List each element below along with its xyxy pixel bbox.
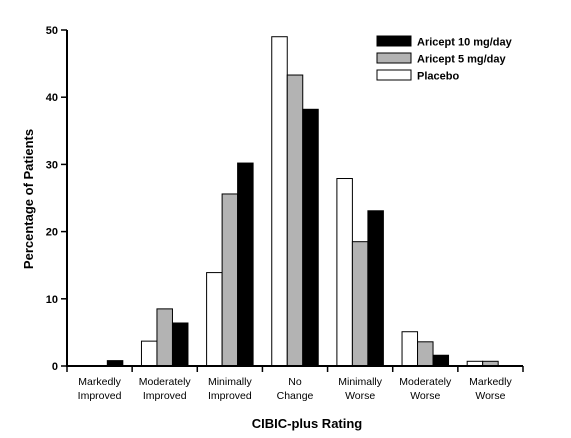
x-axis-title: CIBIC-plus Rating	[252, 416, 363, 431]
y-axis-title: Percentage of Patients	[21, 129, 36, 269]
x-category-label: Minimally	[338, 376, 383, 388]
bar	[417, 341, 434, 367]
y-tick-label: 0	[52, 361, 58, 373]
y-tick-label: 10	[46, 294, 58, 306]
bar	[286, 74, 304, 367]
x-category-label: Markedly	[469, 376, 512, 388]
x-labels-layer: Markedly Improved Moderately Improved Minima…	[66, 366, 524, 402]
x-category-label: Improved	[208, 390, 252, 402]
legend-swatch	[376, 69, 412, 81]
x-category-label: Worse	[410, 390, 440, 402]
legend-label: Aricept 10 mg/day	[417, 37, 513, 49]
x-category-label: Improved	[143, 390, 187, 402]
legend-swatch	[376, 52, 412, 64]
bar	[237, 162, 254, 367]
bars-layer	[106, 36, 499, 367]
y-tick-label: 40	[46, 92, 58, 104]
bar	[156, 308, 173, 367]
bar	[271, 36, 288, 367]
legend-swatch	[376, 35, 412, 47]
bar	[367, 210, 384, 367]
x-category-label: Moderately	[139, 376, 192, 388]
y-tick-label: 50	[46, 25, 58, 37]
x-category-label: Minimally	[208, 376, 253, 388]
bar	[206, 272, 223, 367]
x-category-label: Markedly	[78, 376, 121, 388]
x-category-label: Moderately	[399, 376, 452, 388]
y-ticks-layer: 0 10 20 30 40 50	[46, 25, 67, 373]
axes-layer	[66, 30, 523, 367]
bar	[302, 108, 319, 367]
legend-label: Placebo	[417, 71, 459, 83]
bar	[221, 193, 239, 367]
legend-label: Aricept 5 mg/day	[417, 54, 507, 66]
bar	[140, 340, 158, 367]
x-category-label: Change	[277, 390, 314, 402]
x-category-label: Improved	[78, 390, 122, 402]
x-category-label: Worse	[475, 390, 505, 402]
bar	[401, 331, 419, 367]
y-tick-label: 20	[46, 227, 58, 239]
bar	[171, 322, 189, 367]
bar	[336, 178, 353, 367]
bar	[351, 241, 369, 367]
x-category-label: No	[288, 376, 302, 388]
bar	[432, 354, 450, 367]
y-tick-label: 30	[46, 159, 58, 171]
x-category-label: Worse	[345, 390, 375, 402]
legend: Aricept 10 mg/day Aricept 5 mg/day Placebo	[376, 35, 513, 83]
